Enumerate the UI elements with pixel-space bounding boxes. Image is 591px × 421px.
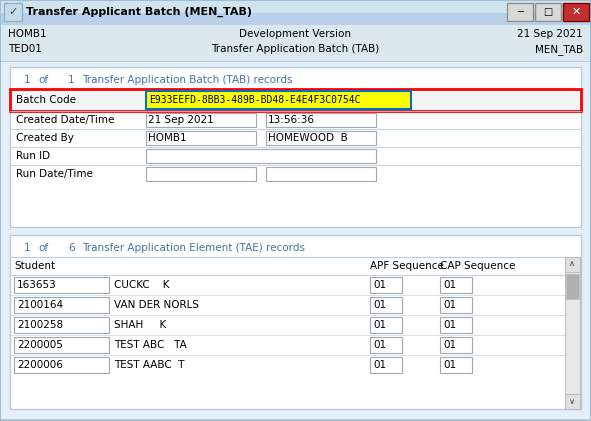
Bar (14, 357, 109, 373)
Text: 01: 01 (373, 360, 386, 370)
Text: 01: 01 (373, 300, 386, 310)
Text: Batch Code: Batch Code (16, 95, 76, 105)
Text: 01: 01 (443, 300, 456, 310)
Text: ─: ─ (517, 7, 523, 17)
Bar (10, 235, 581, 409)
Text: Development Version: Development Version (239, 29, 351, 39)
Bar (266, 113, 376, 127)
Text: TEST ABC   TA: TEST ABC TA (114, 340, 187, 350)
Bar (565, 257, 580, 409)
Text: 1: 1 (68, 75, 74, 85)
Text: TEST AABC  T: TEST AABC T (114, 360, 184, 370)
Text: 2200005: 2200005 (17, 340, 63, 350)
Text: 01: 01 (443, 340, 456, 350)
Text: Transfer Application Element (TAE) records: Transfer Application Element (TAE) recor… (82, 243, 305, 253)
Text: MEN_TAB: MEN_TAB (535, 44, 583, 55)
Text: VAN DER NORLS: VAN DER NORLS (114, 300, 199, 310)
Text: ✓: ✓ (8, 7, 18, 17)
Text: HOMB1: HOMB1 (8, 29, 47, 39)
Text: 6: 6 (68, 243, 74, 253)
Text: 2100164: 2100164 (17, 300, 63, 310)
Text: 1: 1 (24, 75, 31, 85)
Bar (146, 113, 256, 127)
Text: ✕: ✕ (571, 7, 581, 17)
Text: 01: 01 (443, 360, 456, 370)
Text: 01: 01 (443, 320, 456, 330)
Bar (440, 317, 472, 333)
Bar (14, 317, 109, 333)
Text: 1: 1 (24, 243, 31, 253)
Bar (565, 257, 580, 272)
Text: Transfer Application Batch (TAB) records: Transfer Application Batch (TAB) records (82, 75, 293, 85)
Bar (370, 357, 402, 373)
Bar (1, 25, 590, 61)
Bar (146, 149, 376, 163)
Text: □: □ (543, 7, 553, 17)
Text: of: of (38, 243, 48, 253)
Bar (370, 337, 402, 353)
Text: Transfer Application Batch (TAB): Transfer Application Batch (TAB) (211, 44, 379, 54)
Text: Created Date/Time: Created Date/Time (16, 115, 115, 125)
Bar (440, 337, 472, 353)
Bar (565, 394, 580, 409)
Bar (1, 62, 590, 419)
Bar (146, 131, 256, 145)
Bar (14, 277, 109, 293)
Text: Run Date/Time: Run Date/Time (16, 169, 93, 179)
Bar (10, 89, 581, 111)
Text: 01: 01 (373, 320, 386, 330)
Bar (440, 357, 472, 373)
Bar (14, 337, 109, 353)
Text: HOMB1: HOMB1 (148, 133, 187, 143)
Bar (10, 67, 581, 227)
Text: CAP Sequence: CAP Sequence (440, 261, 515, 271)
Bar (566, 274, 579, 299)
Text: Run ID: Run ID (16, 151, 50, 161)
Bar (1, 1, 590, 25)
Bar (1, 1, 590, 13)
Bar (146, 167, 256, 181)
Bar (370, 297, 402, 313)
Text: 13:56:36: 13:56:36 (268, 115, 315, 125)
Text: 01: 01 (373, 340, 386, 350)
Bar (563, 3, 589, 21)
Bar (440, 277, 472, 293)
Bar (507, 3, 533, 21)
Text: E933EEFD-8BB3-489B-BD48-E4E4F3C0754C: E933EEFD-8BB3-489B-BD48-E4E4F3C0754C (149, 95, 361, 105)
Text: SHAH     K: SHAH K (114, 320, 166, 330)
Text: 21 Sep 2021: 21 Sep 2021 (148, 115, 214, 125)
Text: 01: 01 (373, 280, 386, 290)
Text: ∨: ∨ (569, 397, 575, 405)
Text: 2100258: 2100258 (17, 320, 63, 330)
Text: Student: Student (14, 261, 55, 271)
Text: HOMEWOOD  B: HOMEWOOD B (268, 133, 348, 143)
Text: CUCKC    K: CUCKC K (114, 280, 170, 290)
Text: 01: 01 (443, 280, 456, 290)
Text: 21 Sep 2021: 21 Sep 2021 (517, 29, 583, 39)
Bar (266, 167, 376, 181)
Text: TED01: TED01 (8, 44, 42, 54)
Bar (370, 317, 402, 333)
Bar (266, 131, 376, 145)
Bar (14, 297, 109, 313)
Text: ∧: ∧ (569, 259, 575, 269)
Bar (535, 3, 561, 21)
Text: 163653: 163653 (17, 280, 57, 290)
Text: Transfer Applicant Batch (MEN_TAB): Transfer Applicant Batch (MEN_TAB) (26, 7, 252, 17)
Text: Created By: Created By (16, 133, 74, 143)
Text: 2200006: 2200006 (17, 360, 63, 370)
Bar (370, 277, 402, 293)
Text: of: of (38, 75, 48, 85)
Bar (4, 3, 22, 21)
Bar (440, 297, 472, 313)
Text: APF Sequence: APF Sequence (370, 261, 444, 271)
Bar (146, 91, 411, 109)
